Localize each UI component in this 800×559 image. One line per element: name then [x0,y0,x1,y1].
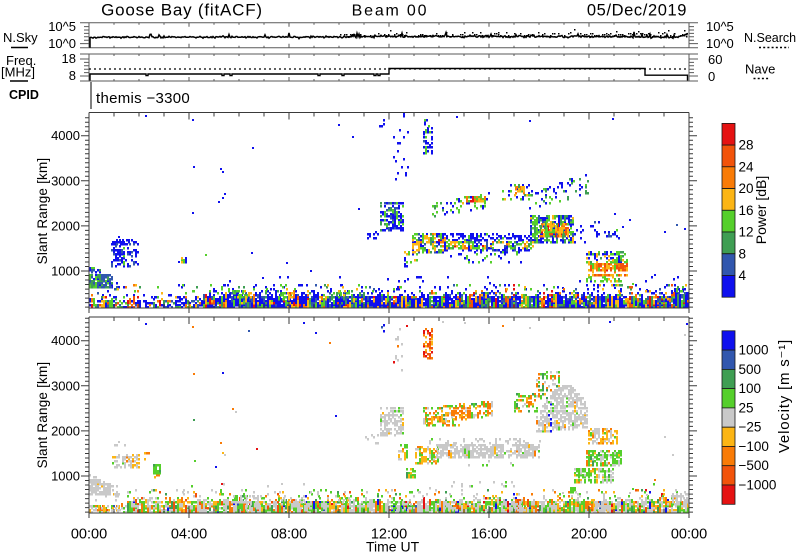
svg-text:2000: 2000 [51,423,80,438]
svg-text:−100: −100 [739,439,769,454]
svg-text:10^5: 10^5 [48,19,76,34]
svg-text:16: 16 [739,203,754,218]
svg-text:3000: 3000 [51,378,80,393]
svg-text:Beam 00: Beam 00 [352,3,429,20]
svg-text:Slant Range [km]: Slant Range [km] [35,362,50,469]
svg-text:Goose Bay (fitACF): Goose Bay (fitACF) [101,1,263,20]
svg-text:Power [dB]: Power [dB] [753,176,769,244]
svg-text:Time UT: Time UT [366,539,420,555]
svg-text:8: 8 [69,68,76,83]
svg-text:N.Search: N.Search [744,31,796,45]
svg-text:1000: 1000 [51,264,80,279]
svg-text:1000: 1000 [51,469,80,484]
svg-text:28: 28 [739,138,754,153]
svg-text:12: 12 [739,225,754,240]
svg-text:24: 24 [739,159,755,174]
svg-text:0: 0 [708,69,715,84]
svg-text:4000: 4000 [51,128,80,143]
svg-text:16:00: 16:00 [471,527,507,543]
svg-text:20: 20 [739,181,754,196]
svg-text:08:00: 08:00 [271,527,307,543]
svg-text:−25: −25 [739,420,762,435]
svg-text:500: 500 [739,362,762,377]
svg-text:CPID: CPID [9,88,39,102]
svg-text:25: 25 [739,400,754,415]
svg-text:18: 18 [62,51,76,66]
svg-text:2000: 2000 [51,218,80,233]
svg-text:100: 100 [739,381,762,396]
svg-text:10^0: 10^0 [706,36,734,51]
svg-text:00:00: 00:00 [671,527,707,543]
svg-text:12:00: 12:00 [371,527,407,543]
svg-text:4: 4 [739,268,747,283]
svg-text:N.Sky: N.Sky [3,30,38,45]
svg-text:Slant Range [km]: Slant Range [km] [35,158,50,265]
svg-text:Velocity [m s⁻¹]: Velocity [m s⁻¹] [776,339,793,453]
svg-text:−500: −500 [739,458,769,473]
svg-text:05/Dec/2019: 05/Dec/2019 [587,2,687,20]
svg-text:−1000: −1000 [739,478,777,493]
svg-text:4000: 4000 [51,333,80,348]
svg-text:1000: 1000 [739,343,769,358]
svg-text:3000: 3000 [51,173,80,188]
svg-text:Freq.: Freq. [6,53,36,68]
svg-text:10^5: 10^5 [706,19,734,34]
svg-text:04:00: 04:00 [171,527,207,543]
svg-text:10^0: 10^0 [48,36,76,51]
svg-text:20:00: 20:00 [571,527,607,543]
svg-text:00:00: 00:00 [71,527,107,543]
svg-text:themis −3300: themis −3300 [96,90,190,107]
svg-text:60: 60 [708,52,722,67]
svg-text:8: 8 [739,246,747,261]
svg-text:[MHz]: [MHz] [1,65,35,80]
svg-text:Nave: Nave [745,62,775,77]
